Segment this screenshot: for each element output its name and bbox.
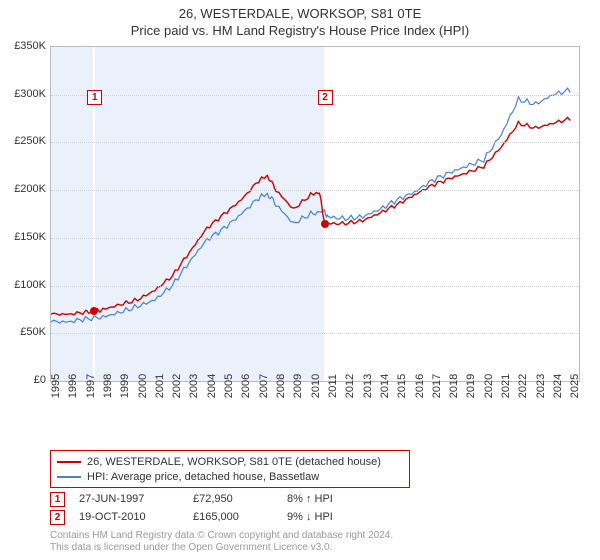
sale-marker-icon: 2 xyxy=(50,510,65,525)
gridline-h xyxy=(51,142,579,143)
x-axis-label: 2013 xyxy=(362,374,374,398)
x-axis-label: 2012 xyxy=(344,374,356,398)
sales-table: 1 27-JUN-1997 £72,950 8% ↑ HPI 2 19-OCT-2010 £… xyxy=(50,490,367,526)
sale-delta: 8% ↑ HPI xyxy=(287,493,367,505)
x-axis-label: 2022 xyxy=(517,374,529,398)
chart-svg xyxy=(51,47,579,381)
sale-dot xyxy=(321,220,329,228)
plot-region: 12 xyxy=(50,46,580,382)
sale-price: £72,950 xyxy=(193,493,273,505)
gridline-h xyxy=(51,190,579,191)
y-axis-label: £50K xyxy=(20,326,46,338)
y-axis-label: £350K xyxy=(14,40,46,52)
y-axis-label: £0 xyxy=(34,374,46,386)
x-axis-label: 2007 xyxy=(258,374,270,398)
sale-dot xyxy=(90,307,98,315)
gridline-h xyxy=(51,238,579,239)
x-axis-label: 2021 xyxy=(500,374,512,398)
x-axis-label: 2011 xyxy=(327,374,339,398)
x-axis-label: 2014 xyxy=(379,374,391,398)
x-axis-label: 2015 xyxy=(396,374,408,398)
gridline-h xyxy=(51,95,579,96)
x-axis-label: 2004 xyxy=(206,374,218,398)
footer-line1: Contains HM Land Registry data © Crown c… xyxy=(50,530,393,542)
legend-label: 26, WESTERDALE, WORKSOP, S81 0TE (detach… xyxy=(87,456,381,468)
x-axis-label: 2008 xyxy=(275,374,287,398)
x-axis-label: 2002 xyxy=(171,374,183,398)
legend-row: 26, WESTERDALE, WORKSOP, S81 0TE (detach… xyxy=(57,454,403,469)
x-axis-label: 1998 xyxy=(102,374,114,398)
gridline-h xyxy=(51,286,579,287)
legend-swatch xyxy=(57,461,81,463)
x-axis-label: 2009 xyxy=(292,374,304,398)
sale-price: £165,000 xyxy=(193,511,273,523)
y-axis-label: £150K xyxy=(14,231,46,243)
gridline-h xyxy=(51,333,579,334)
y-axis-label: £300K xyxy=(14,88,46,100)
sale-marker-box: 2 xyxy=(318,90,333,105)
legend-box: 26, WESTERDALE, WORKSOP, S81 0TE (detach… xyxy=(50,450,410,488)
x-axis-label: 2006 xyxy=(240,374,252,398)
y-axis-label: £250K xyxy=(14,135,46,147)
sale-row: 2 19-OCT-2010 £165,000 9% ↓ HPI xyxy=(50,508,367,526)
x-axis-label: 2019 xyxy=(465,374,477,398)
x-axis-label: 2003 xyxy=(188,374,200,398)
x-axis-label: 1995 xyxy=(50,374,62,398)
y-axis-label: £100K xyxy=(14,279,46,291)
x-axis-label: 1999 xyxy=(119,374,131,398)
x-axis-label: 2016 xyxy=(414,374,426,398)
x-axis-label: 2001 xyxy=(154,374,166,398)
sale-delta: 9% ↓ HPI xyxy=(287,511,367,523)
x-axis-label: 2018 xyxy=(448,374,460,398)
x-axis-label: 2024 xyxy=(552,374,564,398)
footer-attribution: Contains HM Land Registry data © Crown c… xyxy=(50,530,393,554)
chart-area: 12 £0£50K£100K£150K£200K£250K£300K£350K1… xyxy=(50,46,580,406)
sale-date: 27-JUN-1997 xyxy=(79,493,179,505)
legend-row: HPI: Average price, detached house, Bass… xyxy=(57,469,403,484)
chart-titles: 26, WESTERDALE, WORKSOP, S81 0TE Price p… xyxy=(0,0,600,38)
footer-line2: This data is licensed under the Open Gov… xyxy=(50,542,393,554)
series-line xyxy=(51,88,570,323)
legend-label: HPI: Average price, detached house, Bass… xyxy=(87,471,319,483)
chart-container: 26, WESTERDALE, WORKSOP, S81 0TE Price p… xyxy=(0,0,600,560)
x-axis-label: 2025 xyxy=(569,374,581,398)
sale-marker-box: 1 xyxy=(87,90,102,105)
x-axis-label: 2017 xyxy=(431,374,443,398)
x-axis-label: 2023 xyxy=(535,374,547,398)
x-axis-label: 1996 xyxy=(67,374,79,398)
x-axis-label: 2005 xyxy=(223,374,235,398)
y-axis-label: £200K xyxy=(14,183,46,195)
sale-marker-icon: 1 xyxy=(50,492,65,507)
sale-row: 1 27-JUN-1997 £72,950 8% ↑ HPI xyxy=(50,490,367,508)
sale-date: 19-OCT-2010 xyxy=(79,511,179,523)
x-axis-label: 1997 xyxy=(85,374,97,398)
x-axis-label: 2020 xyxy=(483,374,495,398)
title-subtitle: Price paid vs. HM Land Registry's House … xyxy=(0,23,600,38)
title-address: 26, WESTERDALE, WORKSOP, S81 0TE xyxy=(0,6,600,21)
x-axis-label: 2000 xyxy=(137,374,149,398)
x-axis-label: 2010 xyxy=(310,374,322,398)
legend-swatch xyxy=(57,476,81,478)
